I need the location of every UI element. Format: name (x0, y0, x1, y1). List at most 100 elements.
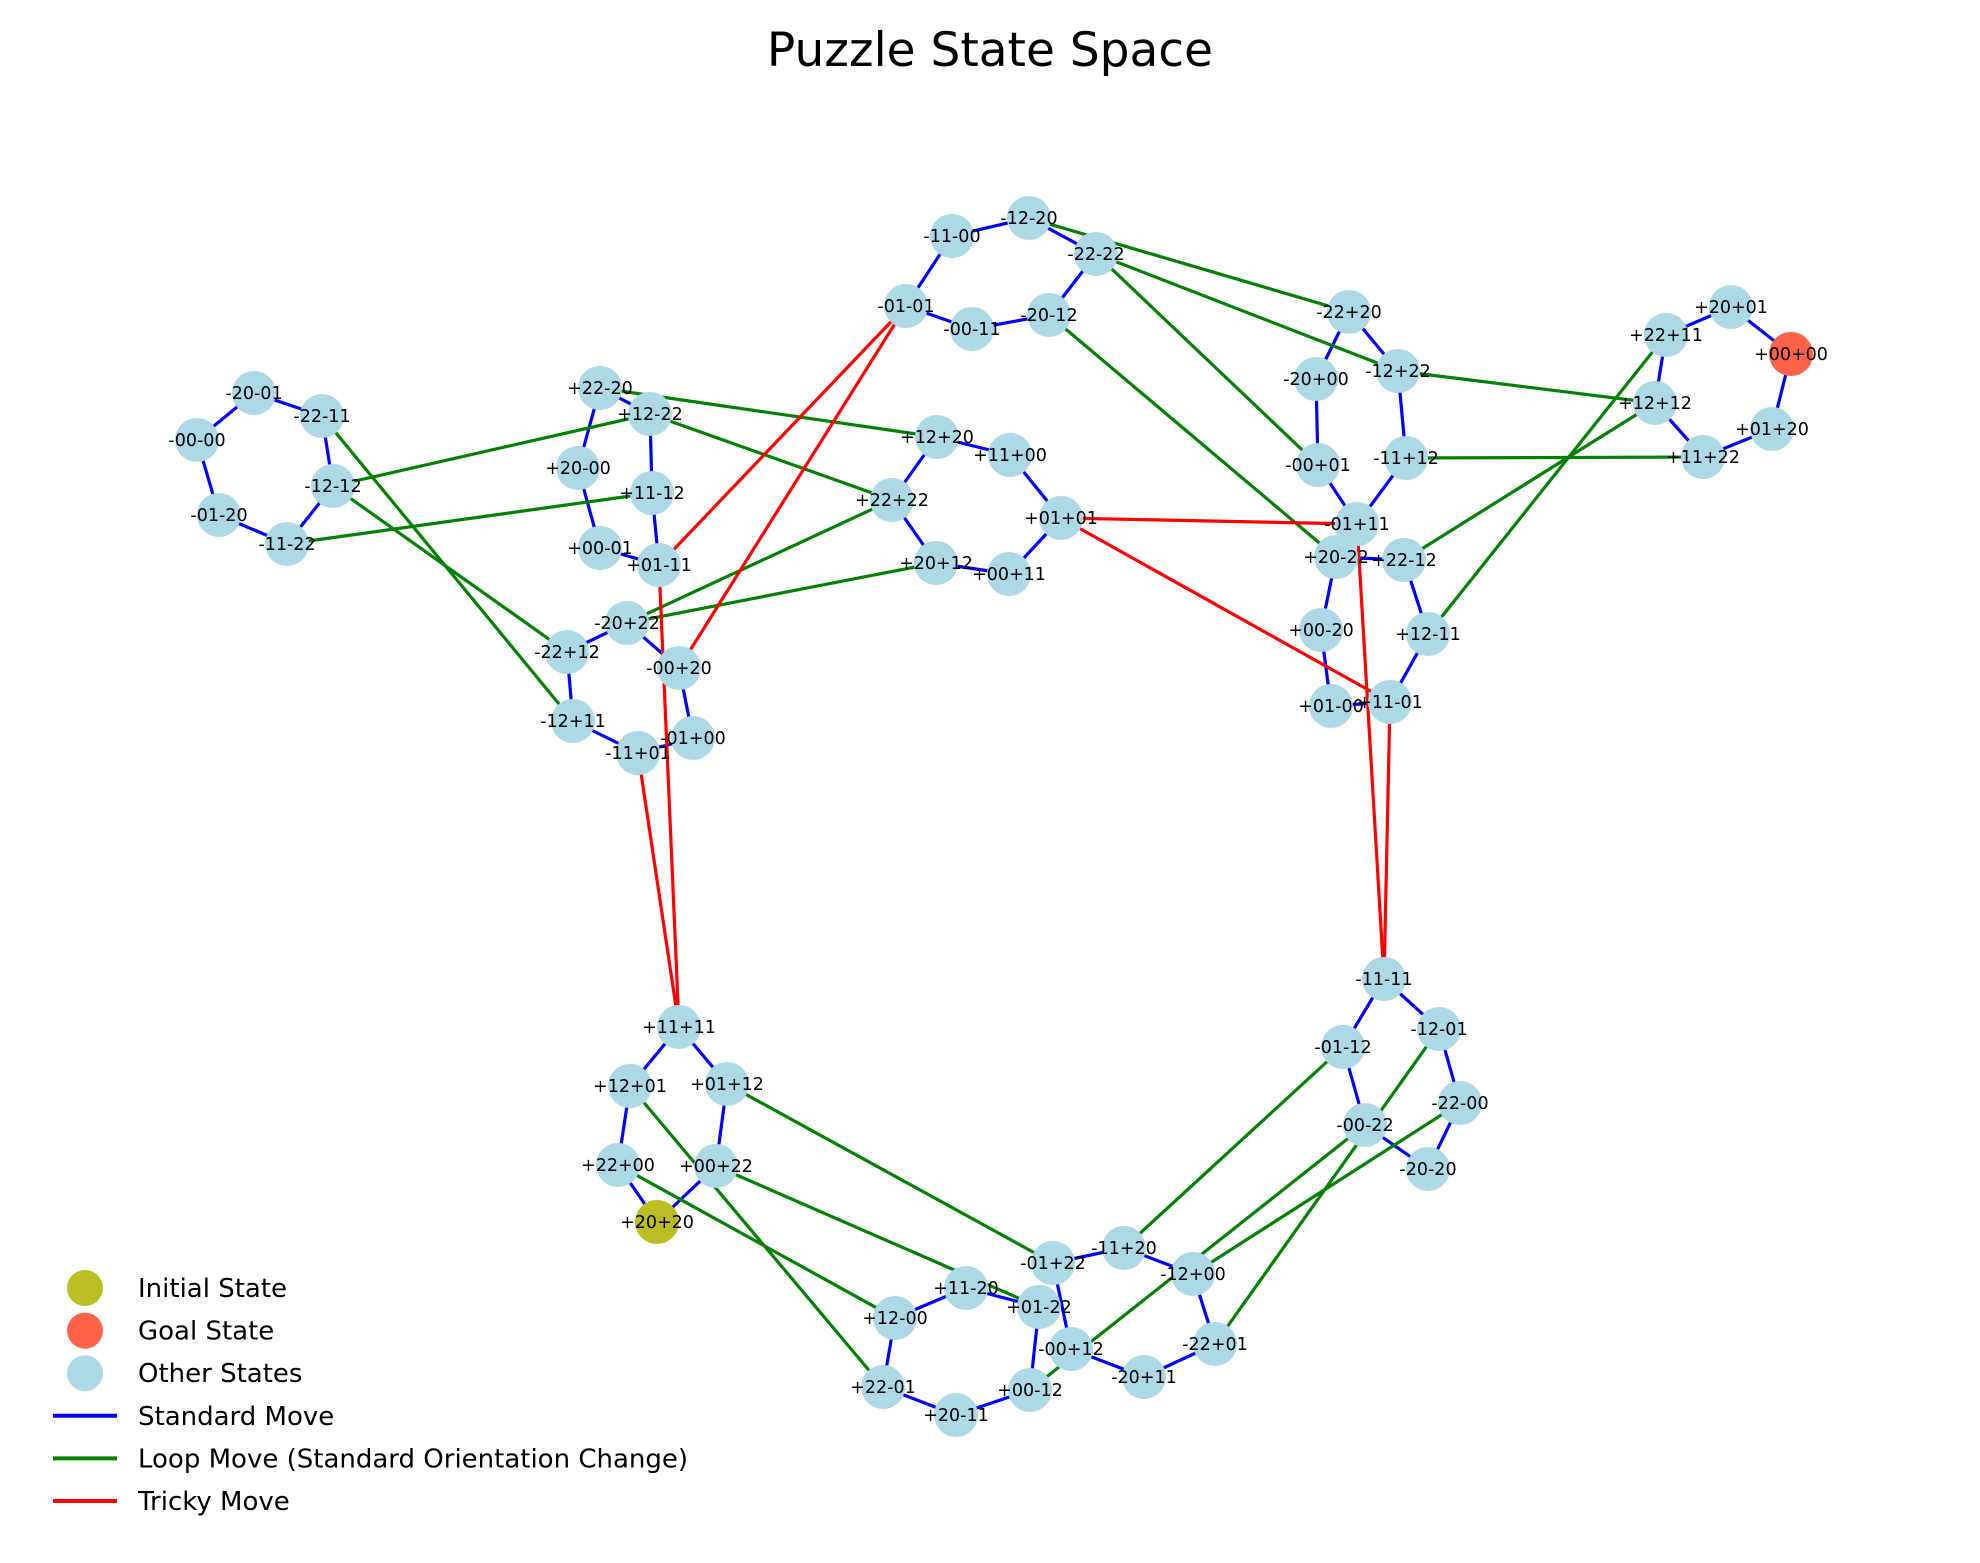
state-node: +22-12 (1371, 538, 1437, 582)
other-state-marker (694, 1144, 738, 1188)
state-label: +20+20 (620, 1213, 694, 1233)
state-node: -20-01 (225, 371, 283, 415)
legend-marker (67, 1312, 103, 1349)
state-label: +22+00 (581, 1156, 655, 1176)
state-label: -12-01 (1410, 1020, 1467, 1040)
other-state-marker (1171, 1252, 1215, 1296)
other-state-marker (1709, 285, 1753, 329)
other-state-marker (1417, 1007, 1461, 1051)
state-node: -11-11 (1355, 957, 1413, 1001)
other-state-marker (1382, 538, 1426, 582)
state-label: -11+01 (605, 744, 671, 764)
other-state-marker (1027, 293, 1071, 337)
state-label: +11+22 (1666, 448, 1740, 468)
state-node: +12-11 (1395, 612, 1461, 656)
legend-item: Standard Move (53, 1402, 334, 1432)
other-state-marker (1074, 232, 1118, 276)
state-node: -12+00 (1160, 1252, 1226, 1296)
other-state-marker (657, 1005, 701, 1049)
other-state-marker (1296, 443, 1340, 487)
other-state-marker (1049, 1327, 1093, 1371)
state-label: +12+20 (900, 428, 974, 448)
state-node: -12-20 (1000, 196, 1058, 240)
state-label: +12-00 (862, 1309, 928, 1329)
other-state-marker (197, 493, 241, 537)
state-node: +12-22 (617, 392, 683, 436)
other-state-marker (1384, 436, 1428, 480)
other-state-marker (1299, 608, 1343, 652)
state-node: -22+20 (1316, 290, 1382, 334)
state-node: -11+20 (1091, 1226, 1157, 1270)
other-state-marker (1335, 502, 1379, 546)
state-node: -00+01 (1285, 443, 1351, 487)
state-node: -20+11 (1111, 1355, 1177, 1399)
other-state-marker (1314, 535, 1358, 579)
state-node: -12+11 (540, 699, 606, 743)
state-node: +12-00 (862, 1296, 928, 1340)
state-label: +22-12 (1371, 551, 1437, 571)
legend-label: Tricky Move (137, 1487, 290, 1517)
edge-loop (1027, 216, 1351, 314)
other-state-marker (1007, 196, 1051, 240)
state-label: -01+22 (1020, 1254, 1086, 1274)
other-state-marker (914, 541, 958, 585)
state-label: +22-01 (850, 1378, 916, 1398)
state-label: -22-22 (1067, 245, 1124, 265)
state-node: +11+22 (1666, 435, 1740, 479)
legend-label: Initial State (138, 1274, 287, 1304)
state-label: -22+20 (1316, 303, 1382, 323)
legend-label: Goal State (138, 1317, 274, 1347)
state-label: -00+20 (646, 659, 712, 679)
state-label: -11+12 (1373, 449, 1439, 469)
state-label: +22+22 (855, 491, 929, 511)
state-label: -20-20 (1399, 1160, 1456, 1180)
state-label: -00+12 (1038, 1340, 1104, 1360)
state-node: -22-00 (1431, 1081, 1489, 1125)
state-node: -01+11 (1324, 502, 1390, 546)
state-node: +01-22 (1006, 1285, 1072, 1329)
edge-loop (625, 561, 938, 625)
state-label: +11-01 (1357, 693, 1423, 713)
state-node: -12-12 (304, 464, 362, 508)
state-node: -22+12 (534, 630, 600, 674)
state-node: +22+00 (581, 1143, 655, 1187)
other-state-marker (175, 418, 219, 462)
other-state-marker (1681, 435, 1725, 479)
state-label: +00-01 (567, 539, 633, 559)
state-label: -01+00 (660, 729, 726, 749)
other-state-marker (300, 394, 344, 438)
state-label: -12+22 (1365, 362, 1431, 382)
other-state-marker (870, 478, 914, 522)
state-label: -01-01 (877, 297, 934, 317)
state-node: -01+00 (660, 716, 726, 760)
state-node: -11-22 (258, 522, 316, 566)
other-state-marker (1362, 957, 1406, 1001)
state-node: -00-11 (943, 307, 1001, 351)
state-node: +12+01 (593, 1064, 667, 1108)
other-state-marker (988, 433, 1032, 477)
state-label: +00-12 (997, 1381, 1063, 1401)
state-label: +01+12 (690, 1075, 764, 1095)
other-state-marker (1321, 1025, 1365, 1069)
other-state-marker (1406, 1147, 1450, 1191)
state-label: +01-00 (1298, 697, 1364, 717)
other-state-marker (1644, 313, 1688, 357)
other-state-marker (545, 630, 589, 674)
state-label: +12-11 (1395, 625, 1461, 645)
state-node: -20-12 (1020, 293, 1078, 337)
nodes-layer: +20+20 +00+00 -20-01 -22-11 -00-00 -12-12 -01-… (168, 196, 1828, 1437)
state-label: -11-22 (258, 535, 315, 555)
state-label: -22-00 (1431, 1094, 1488, 1114)
edge-loop (331, 412, 652, 488)
chart-title: Puzzle State Space (767, 23, 1213, 78)
state-label: +01+20 (1735, 420, 1809, 440)
state-node: +20+12 (899, 541, 973, 585)
other-state-marker (232, 371, 276, 415)
edge-loop (285, 491, 654, 546)
state-label: +20-11 (923, 1406, 989, 1426)
edge-tricky (1355, 522, 1386, 981)
edge-loop (1047, 313, 1338, 559)
legend-marker (67, 1270, 103, 1306)
state-label: +12-22 (617, 405, 683, 425)
edge-loop (331, 484, 569, 654)
